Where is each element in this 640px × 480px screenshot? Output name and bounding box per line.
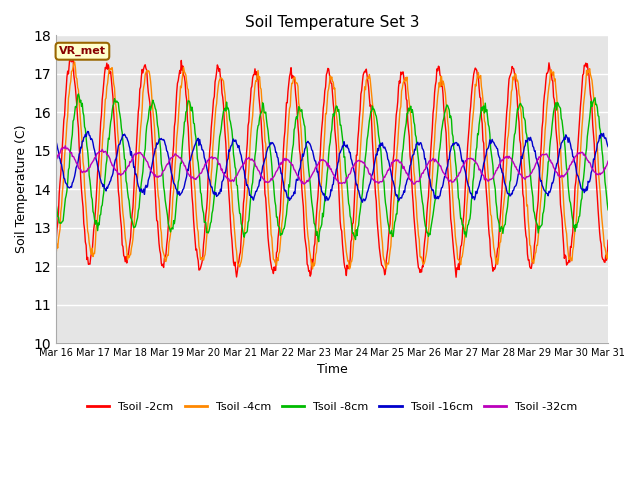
X-axis label: Time: Time: [317, 363, 348, 376]
Text: VR_met: VR_met: [59, 46, 106, 56]
Legend: Tsoil -2cm, Tsoil -4cm, Tsoil -8cm, Tsoil -16cm, Tsoil -32cm: Tsoil -2cm, Tsoil -4cm, Tsoil -8cm, Tsoi…: [83, 398, 582, 417]
Title: Soil Temperature Set 3: Soil Temperature Set 3: [245, 15, 419, 30]
Y-axis label: Soil Temperature (C): Soil Temperature (C): [15, 125, 28, 253]
